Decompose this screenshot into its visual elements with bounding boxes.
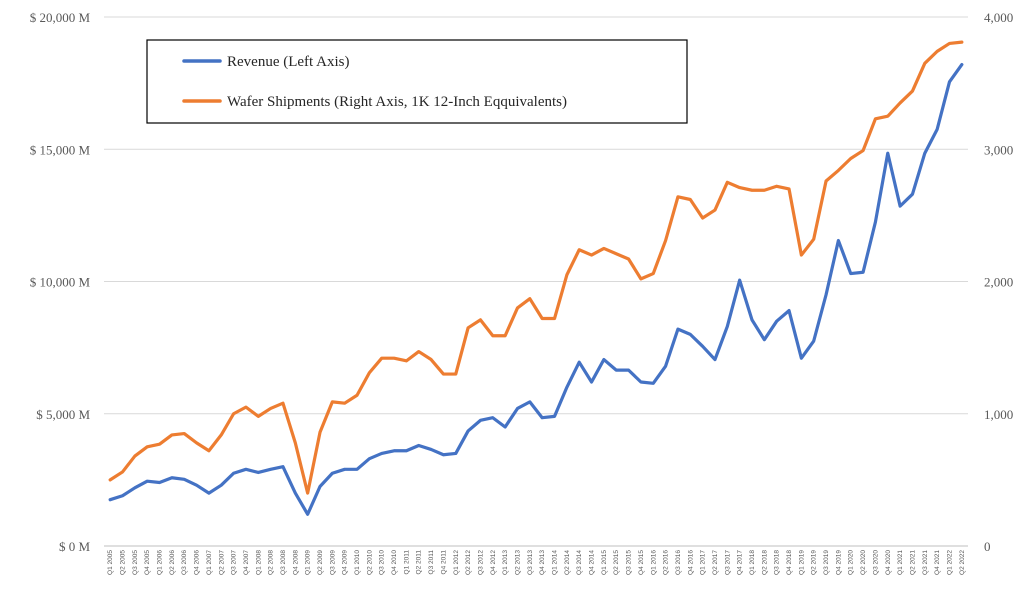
x-tick-label: Q1 2009 xyxy=(305,550,312,575)
right-tick-label: 3,000 xyxy=(984,142,1013,157)
left-tick-label: $ 5,000 M xyxy=(36,407,90,422)
x-tick-label: Q2 2019 xyxy=(811,550,818,575)
x-tick-label: Q2 2013 xyxy=(514,550,521,575)
x-tick-label: Q3 2005 xyxy=(132,550,139,575)
x-tick-label: Q4 2007 xyxy=(243,550,250,575)
x-tick-label: Q2 2021 xyxy=(909,550,916,575)
x-tick-label: Q1 2021 xyxy=(897,550,904,575)
x-tick-label: Q3 2008 xyxy=(280,550,287,575)
x-tick-label: Q3 2021 xyxy=(922,550,929,575)
x-tick-label: Q2 2010 xyxy=(366,550,373,575)
x-tick-label: Q2 2015 xyxy=(613,550,620,575)
x-tick-label: Q2 2022 xyxy=(959,550,966,575)
x-tick-label: Q3 2013 xyxy=(527,550,534,575)
x-tick-label: Q3 2010 xyxy=(379,550,386,575)
x-tick-label: Q3 2006 xyxy=(181,550,188,575)
left-axis-ticks: $ 0 M $ 5,000 M $ 10,000 M $ 15,000 M $ 20,0… xyxy=(30,10,91,554)
x-tick-label: Q2 2007 xyxy=(218,550,225,575)
x-tick-label: Q2 2006 xyxy=(169,550,176,575)
series-line-revenue xyxy=(108,63,964,516)
x-tick-label: Q4 2015 xyxy=(638,550,645,575)
x-tick-label: Q1 2013 xyxy=(502,550,509,575)
x-tick-label: Q4 2009 xyxy=(342,550,349,575)
x-tick-label: Q4 2016 xyxy=(687,550,694,575)
x-tick-label: Q1 2007 xyxy=(206,550,213,575)
gridlines xyxy=(104,16,968,415)
x-tick-label: Q4 2012 xyxy=(490,550,497,575)
x-tick-label: Q1 2012 xyxy=(453,550,460,575)
x-tick-label: Q2 2011 xyxy=(416,550,423,575)
x-tick-label: Q2 2005 xyxy=(120,550,127,575)
x-tick-label: Q3 2018 xyxy=(774,550,781,575)
x-tick-label: Q3 2007 xyxy=(231,550,238,575)
x-tick-label: Q4 2006 xyxy=(194,550,201,575)
x-tick-label: Q1 2016 xyxy=(650,550,657,575)
right-tick-label: 0 xyxy=(984,539,991,554)
x-tick-label: Q1 2010 xyxy=(354,550,361,575)
x-tick-label: Q2 2017 xyxy=(712,550,719,575)
legend-box xyxy=(146,39,688,124)
x-tick-label: Q4 2010 xyxy=(391,550,398,575)
x-tick-label: Q4 2020 xyxy=(885,550,892,575)
x-tick-label: Q1 2020 xyxy=(848,550,855,575)
x-tick-label: Q4 2011 xyxy=(440,550,447,575)
left-tick-label: $ 10,000 M xyxy=(30,275,91,290)
right-tick-label: 1,000 xyxy=(984,407,1013,422)
x-tick-label: Q3 2017 xyxy=(724,550,731,575)
x-tick-label: Q1 2011 xyxy=(403,550,410,575)
x-tick-label: Q1 2018 xyxy=(749,550,756,575)
x-tick-label: Q4 2021 xyxy=(934,550,941,575)
x-tick-label: Q1 2022 xyxy=(946,550,953,575)
left-tick-label: $ 20,000 M xyxy=(30,10,91,25)
x-tick-label: Q3 2019 xyxy=(823,550,830,575)
right-axis-ticks: 0 1,000 2,000 3,000 4,000 xyxy=(984,10,1013,554)
x-tick-label: Q2 2020 xyxy=(860,550,867,575)
x-tick-label: Q1 2006 xyxy=(157,550,164,575)
x-tick-label: Q2 2018 xyxy=(761,550,768,575)
x-tick-label: Q3 2011 xyxy=(428,550,435,575)
x-tick-label: Q4 2008 xyxy=(292,550,299,575)
legend-label-revenue: Revenue (Left Axis) xyxy=(227,54,349,70)
x-tick-label: Q1 2008 xyxy=(255,550,262,575)
x-tick-label: Q1 2015 xyxy=(601,550,608,575)
x-tick-label: Q4 2013 xyxy=(539,550,546,575)
x-tick-label: Q2 2016 xyxy=(663,550,670,575)
right-tick-label: 2,000 xyxy=(984,275,1013,290)
x-tick-label: Q2 2009 xyxy=(317,550,324,575)
x-tick-label: Q2 2012 xyxy=(465,550,472,575)
legend: Revenue (Left Axis) Wafer Shipments (Rig… xyxy=(146,39,688,124)
left-tick-label: $ 15,000 M xyxy=(30,142,91,157)
x-tick-label: Q1 2005 xyxy=(107,550,114,575)
series-line-wafer-shipments xyxy=(108,40,964,495)
x-tick-label: Q4 2014 xyxy=(589,550,596,575)
x-tick-label: Q3 2015 xyxy=(626,550,633,575)
left-tick-label: $ 0 M xyxy=(59,539,91,554)
x-tick-label: Q1 2014 xyxy=(552,550,559,575)
x-tick-label: Q3 2012 xyxy=(477,550,484,575)
x-tick-label: Q1 2017 xyxy=(700,550,707,575)
x-tick-label: Q4 2018 xyxy=(786,550,793,575)
x-tick-label: Q1 2019 xyxy=(798,550,805,575)
x-tick-label: Q2 2008 xyxy=(268,550,275,575)
x-axis-ticks: Q1 2005 Q2 2005 Q3 2005 Q4 2005 Q1 2006 Q2 20… xyxy=(107,550,966,575)
x-tick-label: Q3 2020 xyxy=(872,550,879,575)
legend-label-wafer-shipments: Wafer Shipments (Right Axis, 1K 12-Inch … xyxy=(227,94,567,110)
right-tick-label: 4,000 xyxy=(984,10,1013,25)
x-tick-label: Q2 2014 xyxy=(564,550,571,575)
x-tick-label: Q4 2019 xyxy=(835,550,842,575)
series-lines xyxy=(108,40,964,516)
x-tick-label: Q4 2005 xyxy=(144,550,151,575)
x-tick-label: Q3 2014 xyxy=(576,550,583,575)
x-tick-label: Q4 2017 xyxy=(737,550,744,575)
x-tick-label: Q3 2016 xyxy=(675,550,682,575)
x-tick-label: Q3 2009 xyxy=(329,550,336,575)
